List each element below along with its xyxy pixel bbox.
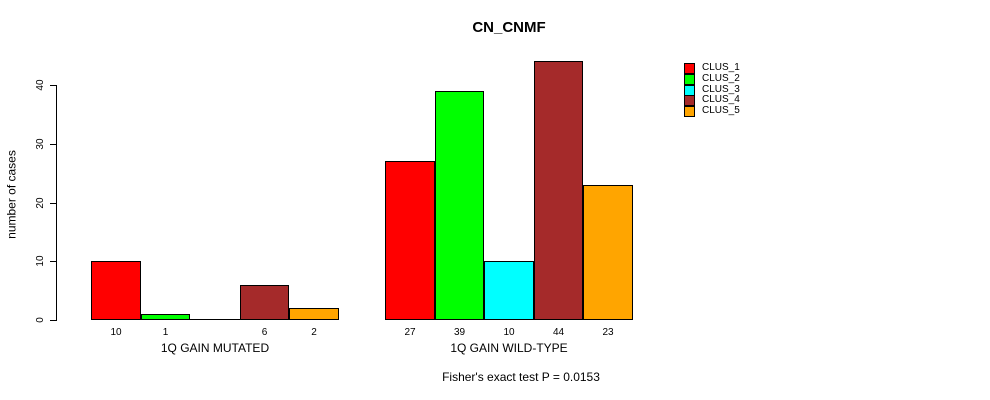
y-tick-20 <box>50 203 57 204</box>
y-tick-label-40: 40 <box>35 79 46 91</box>
y-tick-label-10: 10 <box>35 255 46 267</box>
bar-clus_3-group-2 <box>484 261 534 320</box>
legend-label-clus_4: CLUS_4 <box>702 94 740 105</box>
legend-label-clus_3: CLUS_3 <box>702 84 740 95</box>
bar-value-label-clus_5-group-2: 23 <box>602 327 614 338</box>
legend-swatch-clus_5 <box>684 106 695 117</box>
x-group-label-mutated: 1Q GAIN MUTATED <box>160 341 270 355</box>
bar-value-label-clus_4-group-1: 6 <box>261 327 268 338</box>
legend-label-clus_1: CLUS_1 <box>702 62 740 73</box>
legend-label-clus_2: CLUS_2 <box>702 73 740 84</box>
bar-value-label-clus_4-group-2: 44 <box>552 327 565 338</box>
legend-label-clus_5: CLUS_5 <box>702 105 740 116</box>
bar-value-label-clus_1-group-2: 27 <box>404 327 416 338</box>
bar-clus_4-group-1 <box>240 285 289 320</box>
bar-value-label-clus_2-group-2: 39 <box>453 327 466 338</box>
legend-item-clus_2: CLUS_2 <box>684 73 804 85</box>
chart-title: CN_CNMF <box>472 19 546 36</box>
legend: CLUS_1 CLUS_2 CLUS_3 CLUS_4 CLUS_5 <box>684 62 804 123</box>
legend-item-clus_5: CLUS_5 <box>684 105 804 117</box>
y-axis-title: number of cases <box>4 150 19 239</box>
x-group-label-wild-type: 1Q GAIN WILD-TYPE <box>450 341 568 355</box>
y-tick-label-0: 0 <box>35 317 46 323</box>
bar-clus_2-group-2 <box>435 91 484 320</box>
y-tick-label-20: 20 <box>35 197 46 209</box>
bar-clus_1-group-1 <box>91 261 141 320</box>
y-tick-10 <box>50 261 57 262</box>
bar-value-label-clus_2-group-1: 1 <box>162 327 169 338</box>
bar-clus_2-group-1 <box>141 314 190 320</box>
fisher-test-annotation: Fisher's exact test P = 0.0153 <box>442 370 600 384</box>
legend-swatch-clus_2 <box>684 74 695 85</box>
bar-clus_1-group-2 <box>385 161 435 320</box>
y-tick-40 <box>50 85 57 86</box>
bar-clus_4-group-2 <box>534 61 583 320</box>
legend-item-clus_1: CLUS_1 <box>684 62 804 74</box>
bar-clus_5-group-2 <box>583 185 633 320</box>
bar-value-label-clus_3-group-2: 10 <box>503 327 515 338</box>
bar-clus_3-group-1 <box>190 319 240 320</box>
bar-value-label-clus_1-group-1: 10 <box>110 327 122 338</box>
y-tick-label-30: 30 <box>35 138 46 150</box>
bar-value-label-clus_5-group-1: 2 <box>311 327 317 338</box>
y-tick-30 <box>50 144 57 145</box>
legend-swatch-clus_1 <box>684 63 695 74</box>
legend-item-clus_4: CLUS_4 <box>684 94 804 106</box>
legend-swatch-clus_4 <box>684 95 695 106</box>
y-tick-0 <box>50 320 57 321</box>
bar-clus_5-group-1 <box>289 308 339 320</box>
